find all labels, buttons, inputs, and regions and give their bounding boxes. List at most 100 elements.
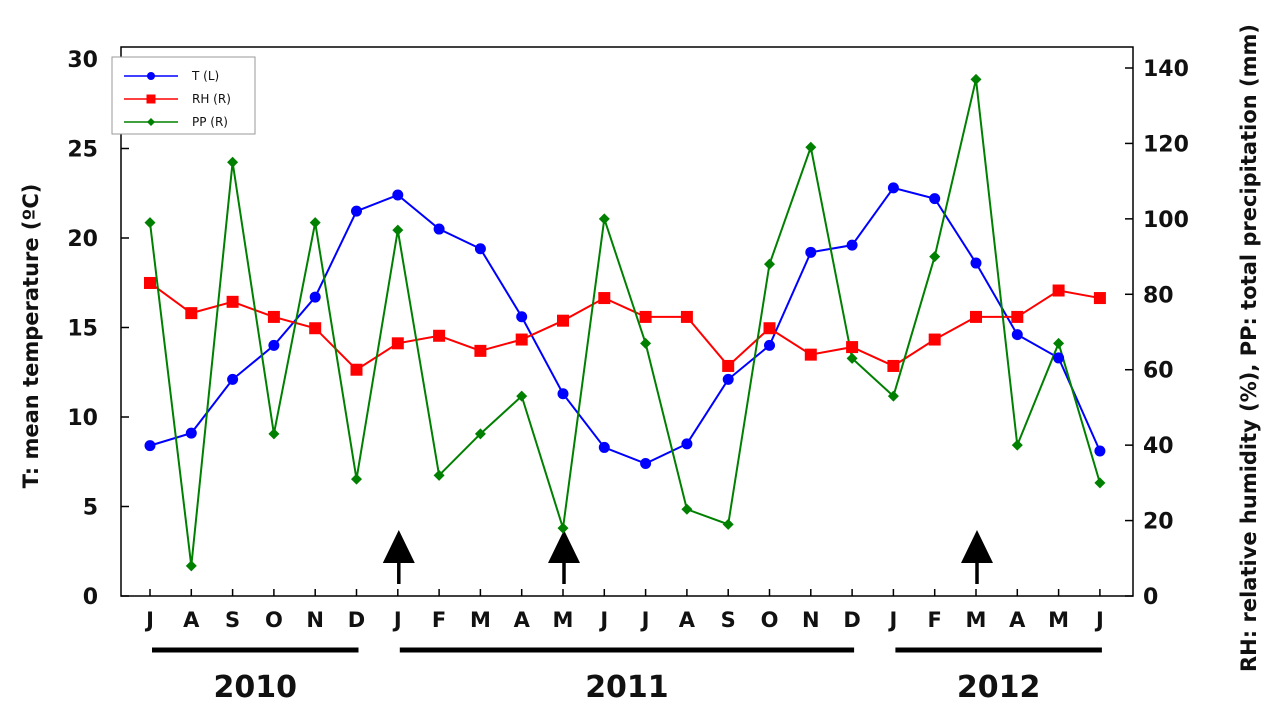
- point-rh: [1011, 310, 1024, 323]
- point-t: [309, 291, 321, 303]
- point-rh: [391, 337, 404, 350]
- point-pp: [227, 156, 239, 168]
- point-rh: [680, 310, 693, 323]
- month-label: O: [265, 608, 283, 632]
- point-rh: [433, 329, 446, 342]
- legend-label-pp: PP (R): [192, 115, 228, 129]
- right-tick-label: 80: [1143, 283, 1174, 308]
- month-label: A: [514, 608, 531, 632]
- right-tick-label: 40: [1143, 434, 1174, 459]
- month-label: M: [1048, 608, 1069, 632]
- arrow-head: [382, 530, 415, 563]
- right-axis-ticks: 0 20 40 60 80 100 120 140: [1125, 57, 1189, 610]
- point-pp: [144, 217, 156, 229]
- month-label: S: [225, 608, 240, 632]
- right-tick-label: 60: [1143, 359, 1174, 384]
- month-label: F: [928, 608, 942, 632]
- point-rh: [1093, 292, 1106, 305]
- month-label: O: [761, 608, 779, 632]
- point-t: [351, 205, 362, 217]
- point-t: [392, 189, 404, 201]
- series-lines: [149, 79, 1101, 566]
- year-label: 2012: [957, 670, 1041, 705]
- point-t: [557, 388, 569, 400]
- point-rh: [474, 344, 487, 357]
- point-t: [681, 438, 693, 450]
- point-rh: [598, 292, 611, 305]
- point-rh: [722, 359, 735, 372]
- arrow-head: [548, 530, 580, 563]
- arrows: [382, 530, 993, 584]
- point-t: [268, 339, 280, 351]
- point-t: [516, 311, 528, 323]
- point-pp: [516, 390, 528, 402]
- right-tick-label: 100: [1143, 208, 1189, 233]
- month-label: A: [1009, 608, 1026, 632]
- point-rh: [226, 295, 239, 308]
- point-pp: [681, 503, 693, 515]
- legend-marker-t: [147, 72, 155, 80]
- point-pp: [309, 217, 321, 229]
- point-rh: [804, 348, 817, 361]
- month-label: D: [843, 608, 860, 632]
- month-label: N: [802, 608, 820, 632]
- point-pp: [351, 473, 362, 485]
- point-rh: [557, 314, 569, 327]
- legend: T (L) RH (R) PP (R): [111, 56, 256, 135]
- point-pp: [846, 352, 858, 364]
- month-label: J: [887, 608, 897, 632]
- point-t: [1011, 329, 1023, 341]
- series-markers: [144, 73, 1106, 572]
- point-rh: [763, 322, 776, 335]
- legend-marker-pp: [147, 118, 155, 126]
- month-label: F: [432, 608, 446, 632]
- series-line-rh: [149, 282, 1101, 371]
- right-tick-label: 120: [1143, 132, 1189, 157]
- point-t: [185, 427, 197, 439]
- point-pp: [970, 73, 982, 85]
- arrow-head: [961, 530, 993, 563]
- point-pp: [474, 428, 486, 440]
- legend-marker-rh: [146, 94, 156, 104]
- point-rh: [1052, 284, 1065, 297]
- plot-frame: [120, 46, 1134, 597]
- point-pp: [268, 428, 280, 440]
- month-label: A: [679, 608, 696, 632]
- plot-border: [120, 46, 1134, 597]
- point-pp: [805, 141, 817, 153]
- point-pp: [185, 560, 197, 572]
- point-rh: [309, 322, 322, 335]
- point-t: [433, 223, 445, 235]
- point-pp: [887, 390, 899, 402]
- point-rh: [639, 310, 652, 323]
- point-rh: [846, 341, 859, 354]
- month-label: A: [183, 608, 200, 632]
- month-label: M: [553, 608, 574, 632]
- point-pp: [722, 518, 734, 530]
- point-t: [1053, 352, 1065, 364]
- point-pp: [764, 258, 775, 270]
- point-pp: [640, 337, 652, 349]
- year-label: 2010: [214, 670, 298, 705]
- legend-box: [111, 56, 256, 135]
- month-label: J: [1094, 608, 1104, 632]
- month-label: N: [306, 608, 324, 632]
- left-tick-label: 20: [67, 227, 98, 252]
- month-label: J: [598, 608, 608, 632]
- right-tick-label: 20: [1143, 510, 1174, 535]
- left-tick-label: 30: [67, 48, 98, 73]
- point-t: [764, 339, 775, 351]
- point-pp: [1094, 477, 1106, 489]
- year-label: 2011: [585, 670, 669, 705]
- month-label: D: [348, 608, 365, 632]
- point-t: [474, 243, 486, 255]
- month-label: J: [640, 608, 650, 632]
- point-rh: [887, 359, 900, 372]
- point-pp: [598, 213, 610, 225]
- point-t: [1094, 445, 1106, 457]
- left-tick-label: 10: [67, 406, 98, 431]
- legend-label-t: T (L): [191, 69, 219, 83]
- month-label: J: [392, 608, 402, 632]
